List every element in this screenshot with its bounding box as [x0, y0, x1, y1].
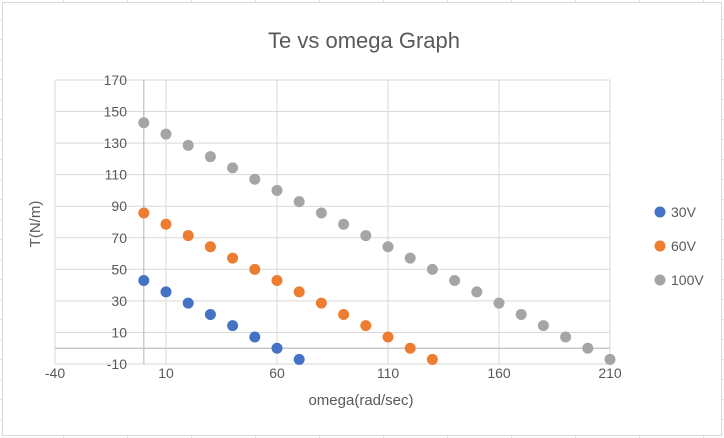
- series-60V: [138, 207, 438, 365]
- legend-marker: [654, 206, 666, 218]
- data-point[interactable]: [138, 275, 150, 287]
- data-point[interactable]: [160, 128, 172, 140]
- y-tick-label: -10: [107, 356, 127, 372]
- series-30V: [138, 275, 305, 365]
- legend-marker: [654, 274, 666, 286]
- y-tick-label: 30: [111, 293, 127, 309]
- data-points: [138, 117, 616, 365]
- data-point[interactable]: [315, 297, 327, 309]
- data-point[interactable]: [249, 331, 261, 343]
- x-tick-label: 60: [269, 365, 285, 381]
- data-point[interactable]: [293, 196, 305, 208]
- data-point[interactable]: [249, 173, 261, 185]
- data-point[interactable]: [204, 308, 216, 320]
- data-point[interactable]: [382, 331, 394, 343]
- data-point[interactable]: [271, 275, 283, 287]
- y-tick-label: 110: [105, 167, 128, 183]
- data-point[interactable]: [515, 308, 527, 320]
- data-point[interactable]: [182, 230, 194, 242]
- y-tick-label: 90: [111, 198, 127, 214]
- y-tick-label: 170: [104, 72, 128, 88]
- y-tick-label: 130: [104, 135, 128, 151]
- data-point[interactable]: [160, 286, 172, 298]
- data-point[interactable]: [315, 207, 327, 219]
- data-point[interactable]: [493, 297, 505, 309]
- data-point[interactable]: [404, 342, 416, 354]
- data-point[interactable]: [227, 162, 239, 174]
- series-100V: [138, 117, 616, 365]
- data-point[interactable]: [160, 218, 172, 230]
- data-point[interactable]: [204, 151, 216, 163]
- y-tick-labels: -10 10 30 50 70 90 110 130 150 170: [104, 72, 128, 372]
- data-point[interactable]: [360, 320, 372, 332]
- x-tick-label: 160: [487, 365, 511, 381]
- data-point[interactable]: [604, 353, 616, 365]
- gridlines: [54, 79, 611, 365]
- legend-label: 100V: [671, 272, 704, 288]
- data-point[interactable]: [227, 252, 239, 264]
- data-point[interactable]: [182, 297, 194, 309]
- data-point[interactable]: [426, 353, 438, 365]
- data-point[interactable]: [404, 252, 416, 264]
- y-tick-label: 150: [104, 104, 128, 120]
- data-point[interactable]: [249, 263, 261, 275]
- x-tick-label: 210: [598, 365, 622, 381]
- legend-label: 30V: [671, 204, 697, 220]
- data-point[interactable]: [293, 286, 305, 298]
- legend: 30V 60V 100V: [654, 204, 704, 288]
- x-tick-label: 110: [377, 365, 400, 381]
- x-tick-labels: -40 10 60 110 160 210: [45, 365, 622, 381]
- data-point[interactable]: [293, 353, 305, 365]
- y-axis-title: T(N/m): [27, 201, 44, 248]
- data-point[interactable]: [537, 320, 549, 332]
- axes: [55, 80, 610, 364]
- data-point[interactable]: [271, 342, 283, 354]
- x-tick-label: -40: [45, 365, 65, 381]
- data-point[interactable]: [360, 230, 372, 242]
- legend-label: 60V: [671, 238, 697, 254]
- data-point[interactable]: [582, 342, 594, 354]
- legend-marker: [654, 240, 666, 252]
- y-tick-label: 50: [111, 261, 127, 277]
- y-tick-label: 70: [111, 230, 127, 246]
- data-point[interactable]: [204, 241, 216, 253]
- data-point[interactable]: [560, 331, 572, 343]
- x-tick-label: 10: [158, 365, 174, 381]
- data-point[interactable]: [449, 275, 461, 287]
- y-tick-label: 10: [111, 324, 127, 340]
- data-point[interactable]: [382, 241, 394, 253]
- data-point[interactable]: [271, 184, 283, 196]
- data-point[interactable]: [338, 308, 350, 320]
- data-point[interactable]: [426, 263, 438, 275]
- data-point[interactable]: [227, 320, 239, 332]
- data-point[interactable]: [138, 117, 150, 129]
- data-point[interactable]: [471, 286, 483, 298]
- data-point[interactable]: [138, 207, 150, 219]
- data-point[interactable]: [182, 139, 194, 151]
- x-axis-title: omega(rad/sec): [308, 392, 413, 409]
- chart-title: Te vs omega Graph: [268, 28, 460, 53]
- data-point[interactable]: [338, 218, 350, 230]
